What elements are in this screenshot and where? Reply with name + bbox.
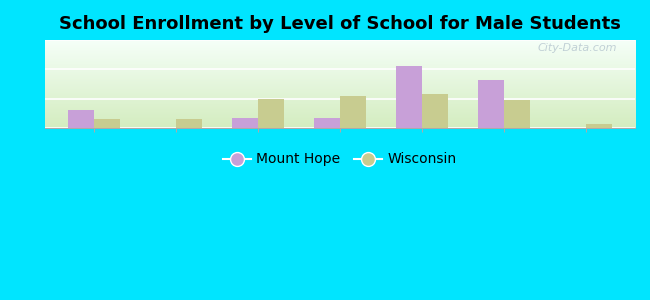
Text: City-Data.com: City-Data.com: [538, 43, 618, 53]
Bar: [176, 119, 202, 128]
Bar: [422, 94, 448, 128]
Bar: [340, 96, 366, 128]
Bar: [586, 124, 612, 128]
Bar: [258, 99, 284, 128]
Legend: Mount Hope, Wisconsin: Mount Hope, Wisconsin: [217, 147, 462, 172]
Bar: [396, 67, 422, 128]
Bar: [313, 118, 340, 128]
Title: School Enrollment by Level of School for Male Students: School Enrollment by Level of School for…: [59, 15, 621, 33]
Bar: [231, 118, 258, 128]
Bar: [94, 119, 120, 128]
Bar: [504, 100, 530, 128]
Bar: [68, 110, 94, 128]
Bar: [478, 80, 504, 128]
